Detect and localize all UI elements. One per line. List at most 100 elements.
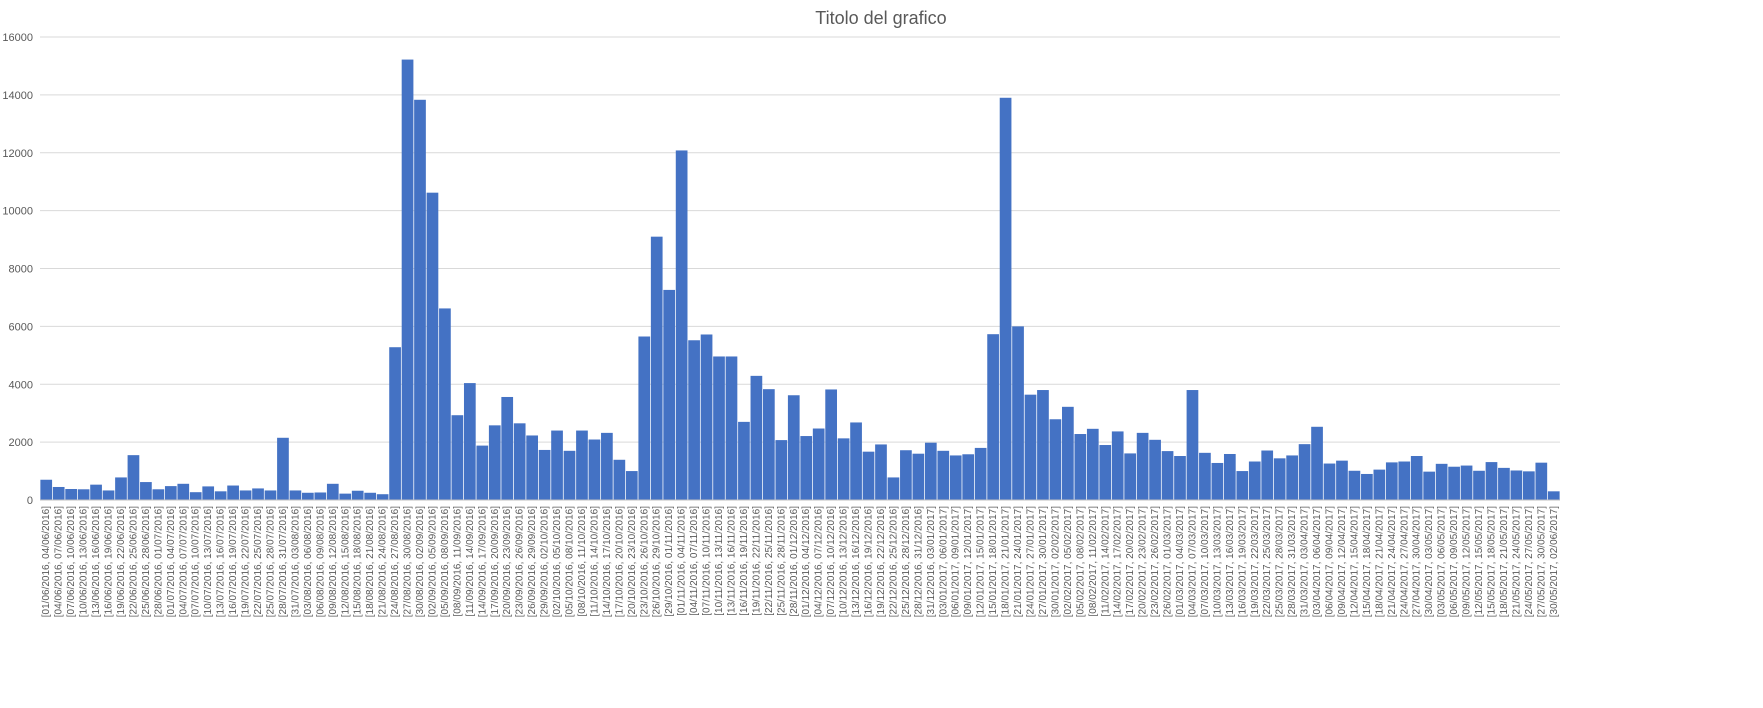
bar	[326, 483, 339, 500]
bar	[1062, 406, 1074, 500]
bar	[252, 488, 264, 500]
bar	[488, 425, 501, 500]
bar	[1124, 453, 1137, 500]
x-tick-label: [05/02/2017, 08/02/2017]	[1075, 506, 1086, 617]
x-tick-label: [12/05/2017, 15/05/2017]	[1474, 506, 1485, 617]
bar	[302, 492, 314, 500]
x-tick-label: [28/07/2016, 31/07/2016]	[278, 506, 289, 617]
bar	[1186, 390, 1199, 500]
bar	[700, 334, 713, 500]
x-tick-label: [14/02/2017, 17/02/2017]	[1113, 506, 1124, 617]
bar	[364, 492, 377, 500]
x-tick-label: [22/11/2016, 25/11/2016]	[764, 506, 775, 616]
bar	[625, 471, 638, 500]
x-tick-label: [10/07/2016, 13/07/2016]	[203, 506, 214, 617]
bar	[127, 455, 140, 500]
bar	[937, 450, 950, 500]
y-tick-label: 0	[27, 495, 33, 507]
x-tick-label: [02/02/2017, 05/02/2017]	[1063, 506, 1074, 617]
x-tick-label: [25/03/2017, 28/03/2017]	[1275, 506, 1286, 617]
x-tick-label: [17/09/2016, 20/09/2016]	[490, 506, 501, 617]
x-tick-label: [20/02/2017, 23/02/2017]	[1138, 506, 1149, 617]
x-tick-label: [03/08/2016, 06/08/2016]	[303, 506, 314, 617]
bar	[339, 493, 352, 500]
y-axis-ticks: 0 2000 4000 6000 8000 10000 12000 14000 16000	[2, 32, 33, 507]
bar	[1199, 452, 1211, 500]
bar	[289, 490, 302, 500]
bar	[999, 97, 1012, 501]
y-tick-label: 8000	[9, 264, 33, 276]
x-tick-label: [13/07/2016, 16/07/2016]	[216, 506, 227, 617]
x-tick-label: [06/05/2017, 09/05/2017]	[1449, 506, 1460, 617]
bar	[1448, 466, 1460, 500]
bar	[924, 442, 937, 500]
x-tick-label: [20/09/2016, 23/09/2016]	[502, 506, 513, 617]
x-tick-label: [12/08/2016, 15/08/2016]	[340, 506, 351, 617]
x-tick-label: [13/12/2016, 16/12/2016]	[851, 506, 862, 617]
x-tick-label: [09/05/2017, 12/05/2017]	[1462, 506, 1473, 617]
bar	[164, 486, 177, 500]
y-tick-label: 6000	[9, 321, 33, 333]
x-tick-label: [04/11/2016, 07/11/2016]	[689, 506, 700, 616]
bar	[987, 334, 999, 500]
bar	[900, 450, 912, 500]
bar	[563, 450, 576, 500]
y-tick-label: 12000	[2, 148, 33, 160]
bar	[713, 356, 725, 500]
bar	[152, 489, 165, 500]
bar	[1099, 445, 1112, 500]
x-tick-label: [04/12/2016, 07/12/2016]	[814, 506, 825, 617]
bar	[1273, 458, 1286, 500]
x-tick-label: [26/02/2017, 01/03/2017]	[1163, 506, 1174, 617]
x-tick-label: [27/01/2017, 30/01/2017]	[1038, 506, 1049, 617]
x-tick-label: [25/07/2016, 28/07/2016]	[265, 506, 276, 617]
bar	[738, 421, 750, 500]
bar	[414, 99, 426, 500]
x-tick-label: [22/12/2016, 25/12/2016]	[888, 506, 899, 617]
x-tick-label: [19/06/2016, 22/06/2016]	[116, 506, 127, 617]
x-tick-label: [10/12/2016, 13/12/2016]	[839, 506, 850, 617]
x-tick-label: [06/08/2016, 09/08/2016]	[315, 506, 326, 617]
x-tick-label: [15/05/2017, 18/05/2017]	[1486, 506, 1497, 617]
x-tick-label: [01/03/2017, 04/03/2017]	[1175, 506, 1186, 617]
x-tick-label: [11/02/2017, 14/02/2017]	[1100, 506, 1111, 617]
x-tick-label: [11/10/2016, 14/10/2016]	[589, 506, 600, 617]
bar	[264, 490, 277, 500]
bar	[1174, 456, 1186, 500]
bar	[140, 482, 152, 500]
bar	[962, 454, 975, 500]
x-tick-label: [13/11/2016, 16/11/2016]	[726, 506, 737, 616]
bar	[725, 356, 738, 500]
bar	[650, 236, 663, 501]
bar	[1385, 462, 1398, 500]
x-tick-label: [23/10/2016, 26/10/2016]	[639, 506, 650, 617]
bar	[227, 485, 239, 500]
x-tick-label: [12/04/2017, 15/04/2017]	[1349, 506, 1360, 617]
x-tick-label: [18/05/2017, 21/05/2017]	[1499, 506, 1510, 617]
x-tick-label: [12/01/2017, 15/01/2017]	[976, 506, 987, 617]
bar	[1236, 471, 1249, 500]
chart-title: Titolo del grafico	[815, 8, 946, 28]
x-tick-label: [27/08/2016, 30/08/2016]	[403, 506, 414, 617]
bar	[501, 396, 514, 500]
x-tick-label: [25/06/2016, 28/06/2016]	[141, 506, 152, 617]
x-tick-label: [15/08/2016, 18/08/2016]	[353, 506, 364, 617]
x-tick-label: [30/08/2016, 02/09/2016]	[415, 506, 426, 617]
bar	[1336, 460, 1348, 500]
x-tick-label: [11/09/2016, 14/09/2016]	[465, 506, 476, 617]
bar	[439, 308, 451, 500]
x-tick-label: [21/05/2017, 24/05/2017]	[1511, 506, 1522, 617]
x-tick-label: [09/08/2016, 12/08/2016]	[328, 506, 339, 617]
bar	[115, 477, 127, 500]
x-tick-label: [29/10/2016, 01/11/2016]	[664, 506, 675, 617]
x-tick-label: [23/09/2016, 26/09/2016]	[515, 506, 526, 617]
x-tick-label: [21/04/2017, 24/04/2017]	[1387, 506, 1398, 617]
x-tick-label: [07/06/2016, 10/06/2016]	[66, 506, 77, 617]
x-tick-label: [19/07/2016, 22/07/2016]	[241, 506, 252, 617]
x-tick-label: [30/01/2017, 02/02/2017]	[1050, 506, 1061, 617]
bar	[588, 439, 601, 500]
bar	[90, 484, 102, 500]
bar	[601, 432, 613, 500]
